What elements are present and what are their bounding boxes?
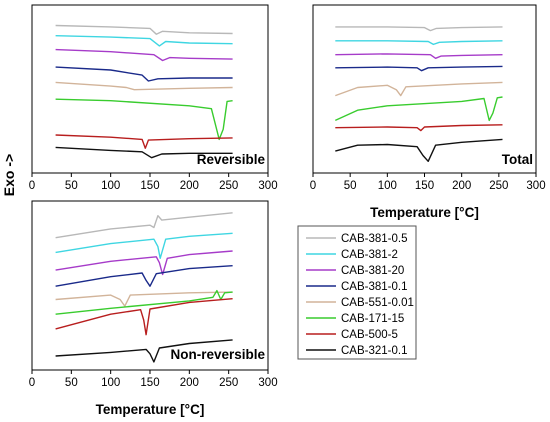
series-line: [335, 96, 503, 122]
series-line: [335, 81, 503, 97]
x-tick-label: 150: [140, 180, 159, 192]
x-tick-label: 50: [344, 180, 357, 192]
series-line: [55, 291, 233, 307]
legend: CAB-381-0.5 CAB-381-2 CAB-381-20 CAB-381-0.…: [297, 225, 417, 360]
legend-entry-label: CAB-381-0.1: [341, 281, 407, 293]
legend-entry-label: CAB-551-0.01: [341, 297, 414, 309]
series-line: [55, 146, 233, 159]
series-line: [55, 98, 233, 141]
series-line: [55, 250, 233, 276]
total-panel: 0 50 100 150 200 250 300 Total Temperature [°C]: [310, 4, 546, 220]
legend-entry-label: CAB-381-20: [341, 265, 404, 277]
series-line: [335, 26, 503, 32]
x-tick-label: 0: [29, 377, 35, 389]
x-tick-label: 100: [101, 180, 120, 192]
x-tick-label: 250: [219, 377, 238, 389]
series-line: [55, 66, 233, 82]
x-tick-label: 50: [65, 180, 78, 192]
x-tick-label: 100: [378, 180, 397, 192]
x-axis-label: Temperature [°C]: [96, 402, 205, 417]
series-line: [335, 124, 503, 132]
legend-entry-label: CAB-321-0.1: [341, 345, 407, 357]
panel-label: Total: [502, 152, 533, 167]
series-line: [55, 24, 233, 35]
legend-entry-label: CAB-381-2: [341, 249, 398, 261]
legend-frame: [297, 225, 417, 360]
x-tick-label: 0: [29, 180, 35, 192]
x-tick-label: 300: [258, 377, 277, 389]
series-line: [55, 35, 233, 47]
x-tick-label: 200: [180, 377, 199, 389]
series-line: [55, 265, 233, 287]
x-tick-label: 0: [310, 180, 316, 192]
series-line: [55, 212, 233, 239]
series-line: [55, 81, 233, 91]
series-line: [55, 232, 233, 259]
series-line: [335, 40, 503, 46]
non-reversible-panel: 0 50 100 150 200 250 300 Non-reversible Temperat…: [29, 200, 278, 417]
series-line: [335, 65, 503, 72]
x-tick-label: 300: [526, 180, 545, 192]
legend-entry-label: CAB-171-15: [341, 313, 404, 325]
panel-label: Reversible: [197, 152, 266, 167]
x-tick-label: 250: [489, 180, 508, 192]
x-axis-label: Temperature [°C]: [370, 205, 479, 220]
x-tick-label: 150: [140, 377, 159, 389]
series-line: [55, 48, 233, 62]
series-line: [335, 138, 503, 162]
x-tick-label: 200: [452, 180, 471, 192]
panel-label: Non-reversible: [170, 347, 265, 362]
series-line: [55, 289, 233, 315]
series-line: [335, 53, 503, 59]
x-tick-label: 100: [101, 377, 120, 389]
legend-entry-label: CAB-381-0.5: [341, 233, 407, 245]
legend-entry-label: CAB-500-5: [341, 329, 398, 341]
x-tick-label: 150: [415, 180, 434, 192]
reversible-panel: 0 50 100 150 200 250 300 Reversible: [29, 4, 278, 192]
x-tick-label: 200: [180, 180, 199, 192]
x-tick-label: 250: [219, 180, 238, 192]
series-line: [55, 298, 233, 336]
x-tick-label: 300: [258, 180, 277, 192]
series-line: [55, 134, 233, 149]
x-tick-label: 50: [65, 377, 78, 389]
series-line: [55, 339, 233, 363]
y-axis-label: Exo ->: [1, 154, 17, 196]
